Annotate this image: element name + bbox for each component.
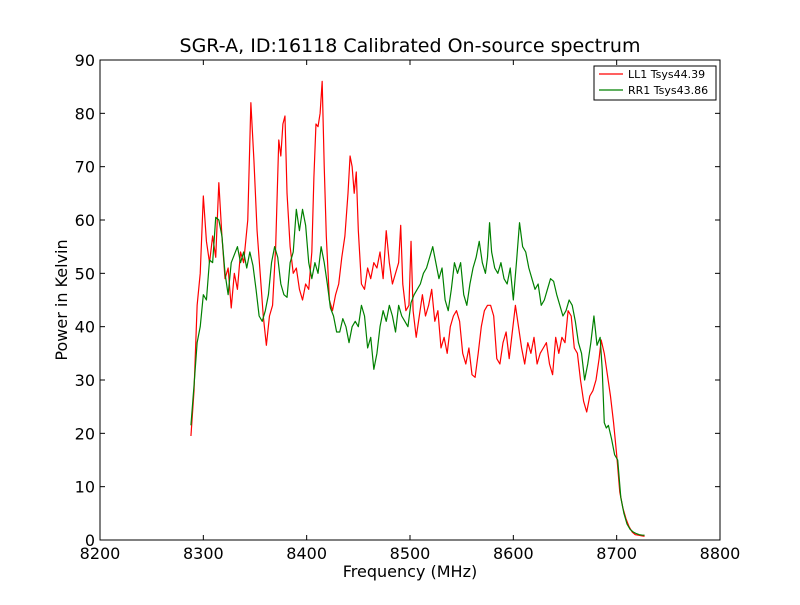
x-tick-label: 8200 — [80, 544, 121, 563]
y-tick-label: 90 — [75, 51, 95, 70]
x-axis-label: Frequency (MHz) — [343, 562, 477, 581]
tick-layer: 8200 8300 8400 8500 8600 8700 8800 0 10 20 30 40 50 6… — [75, 51, 741, 563]
x-tick-label: 8700 — [596, 544, 637, 563]
y-tick-label: 0 — [85, 531, 95, 550]
legend: LL1 Tsys44.39 RR1 Tsys43.86 — [593, 65, 717, 101]
y-tick-label: 10 — [75, 478, 95, 497]
y-tick-label: 30 — [75, 371, 95, 390]
y-tick-label: 50 — [75, 264, 95, 283]
y-tick-label: 70 — [75, 158, 95, 177]
x-tick-label: 8800 — [700, 544, 741, 563]
plot-area — [100, 60, 720, 540]
y-tick-label: 60 — [75, 211, 95, 230]
legend-box — [593, 65, 717, 101]
legend-label-rr1: RR1 Tsys43.86 — [628, 84, 708, 97]
legend-label-ll1: LL1 Tsys44.39 — [628, 68, 705, 81]
y-tick-label: 80 — [75, 104, 95, 123]
chart-title: SGR-A, ID:16118 Calibrated On-source spe… — [180, 35, 641, 57]
x-tick-label: 8300 — [183, 544, 224, 563]
y-axis-label: Power in Kelvin — [52, 239, 71, 360]
series-line-rr1 — [190, 208, 645, 536]
series-layer — [190, 80, 645, 537]
x-tick-label: 8600 — [493, 544, 534, 563]
y-tick-label: 20 — [75, 424, 95, 443]
x-tick-label: 8500 — [390, 544, 431, 563]
series-line-ll1 — [190, 80, 645, 537]
x-tick-label: 8400 — [286, 544, 327, 563]
y-tick-label: 40 — [75, 318, 95, 337]
